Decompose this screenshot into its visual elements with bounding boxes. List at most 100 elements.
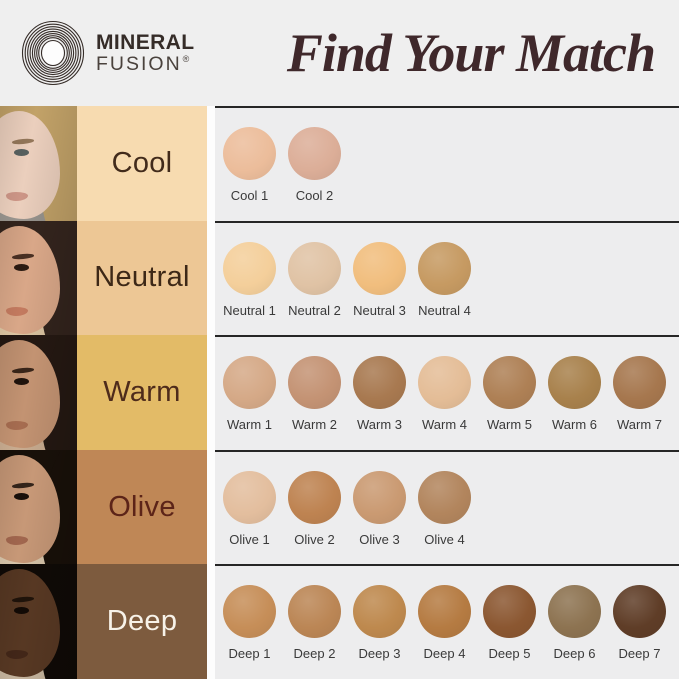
swatch-circle bbox=[288, 127, 341, 180]
swatch-name: Cool 2 bbox=[295, 188, 334, 203]
shade-rows: Cool Cool 1 Cool 2 bbox=[0, 106, 679, 679]
swatch-name: Neutral 3 bbox=[353, 302, 406, 318]
column-divider bbox=[207, 564, 215, 679]
model-photo-warm bbox=[0, 335, 77, 450]
photo-hair-shape bbox=[0, 106, 77, 134]
swatch-circle bbox=[353, 356, 406, 410]
model-photo-deep bbox=[0, 564, 77, 679]
photo-brow-shape bbox=[11, 596, 35, 603]
swatch-circle bbox=[613, 585, 666, 639]
swatch-name: Deep 3 bbox=[358, 646, 401, 662]
photo-lips-shape bbox=[6, 650, 28, 660]
photo-backdrop bbox=[0, 335, 77, 450]
logo-rings-icon bbox=[21, 20, 85, 86]
brand-name-line1: MINERAL bbox=[96, 30, 195, 54]
swatch-panel-olive: Olive 1 Olive 2 Olive 3 Olive 4 bbox=[215, 449, 679, 565]
swatch-deep-3: Deep 3 bbox=[347, 566, 412, 661]
photo-hair-shape bbox=[0, 449, 77, 478]
photo-hair-shape bbox=[32, 449, 77, 565]
swatch-name: Deep 7 bbox=[618, 646, 661, 662]
photo-hair-shape bbox=[32, 564, 77, 679]
swatch-name: Neutral 2 bbox=[288, 302, 341, 318]
tone-label-olive: Olive bbox=[77, 449, 207, 565]
photo-face-shape bbox=[0, 340, 60, 449]
swatch-warm-2: Warm 2 bbox=[282, 337, 347, 432]
photo-hair-shape bbox=[32, 335, 77, 450]
swatch-name: Olive 3 bbox=[359, 531, 400, 547]
swatch-deep-5: Deep 5 bbox=[477, 566, 542, 661]
header: MINERAL FUSION® Find Your Match bbox=[0, 0, 679, 106]
photo-eye-shape bbox=[14, 607, 29, 615]
swatch-name: Warm 7 bbox=[616, 417, 663, 433]
photo-hair-shape bbox=[0, 335, 77, 364]
swatch-name: Warm 5 bbox=[486, 417, 533, 433]
swatch-name: Warm 2 bbox=[291, 417, 338, 433]
photo-brow-shape bbox=[11, 138, 35, 145]
swatch-panel-neutral: Neutral 1 Neutral 2 Neutral 3 Neutral 4 bbox=[215, 220, 679, 336]
photo-eye-shape bbox=[14, 263, 29, 271]
swatch-circle bbox=[483, 585, 536, 639]
page-title: Find Your Match bbox=[286, 23, 656, 83]
tone-label-text: Warm bbox=[103, 375, 181, 408]
swatch-name: Cool 1 bbox=[230, 188, 269, 203]
tone-label-neutral: Neutral bbox=[77, 220, 207, 336]
model-photo-cool bbox=[0, 106, 77, 221]
photo-lips-shape bbox=[6, 421, 28, 431]
swatch-deep-6: Deep 6 bbox=[542, 566, 607, 661]
tone-label-deep: Deep bbox=[77, 564, 207, 679]
tone-label-text: Cool bbox=[111, 146, 173, 179]
photo-lips-shape bbox=[6, 192, 28, 201]
swatch-circle bbox=[418, 585, 471, 639]
swatch-circle bbox=[548, 356, 601, 410]
model-photo-neutral bbox=[0, 220, 77, 336]
photo-lips-shape bbox=[6, 535, 28, 545]
shade-row-olive: Olive Olive 1 Olive 2 Olive 3 Ol bbox=[0, 449, 679, 565]
swatch-warm-3: Warm 3 bbox=[347, 337, 412, 432]
swatch-warm-4: Warm 4 bbox=[412, 337, 477, 432]
swatch-name: Neutral 1 bbox=[223, 302, 276, 318]
swatch-cool-1: Cool 1 bbox=[217, 108, 282, 203]
shade-row-neutral: Neutral Neutral 1 Neutral 2 Neutral 3 bbox=[0, 220, 679, 336]
swatch-cool-2: Cool 2 bbox=[282, 108, 347, 203]
swatch-circle bbox=[288, 470, 341, 524]
photo-face-shape bbox=[0, 569, 60, 678]
swatch-name: Olive 4 bbox=[424, 531, 465, 547]
swatch-deep-2: Deep 2 bbox=[282, 566, 347, 661]
tone-label-warm: Warm bbox=[77, 335, 207, 450]
swatch-circle bbox=[418, 470, 471, 524]
photo-backdrop bbox=[0, 449, 77, 565]
photo-brow-shape bbox=[11, 367, 35, 374]
photo-eye-shape bbox=[14, 492, 29, 500]
photo-brow-shape bbox=[11, 252, 35, 260]
swatch-circle bbox=[223, 241, 276, 295]
swatch-name: Warm 3 bbox=[356, 417, 403, 433]
swatch-circle bbox=[483, 356, 536, 410]
photo-backdrop bbox=[0, 220, 77, 336]
swatch-warm-5: Warm 5 bbox=[477, 337, 542, 432]
swatch-circle bbox=[223, 585, 276, 639]
swatch-panel-deep: Deep 1 Deep 2 Deep 3 Deep 4 Deep 5 bbox=[215, 564, 679, 679]
swatch-deep-4: Deep 4 bbox=[412, 566, 477, 661]
swatch-name: Warm 6 bbox=[551, 417, 598, 433]
column-divider bbox=[207, 449, 215, 565]
swatch-name: Deep 6 bbox=[553, 646, 596, 662]
photo-backdrop bbox=[0, 106, 77, 221]
swatch-olive-3: Olive 3 bbox=[347, 452, 412, 547]
swatch-olive-2: Olive 2 bbox=[282, 452, 347, 547]
swatch-circle bbox=[353, 241, 406, 295]
column-divider bbox=[207, 220, 215, 336]
swatch-name: Warm 1 bbox=[226, 417, 273, 433]
tone-label-text: Neutral bbox=[94, 261, 190, 294]
photo-face-shape bbox=[0, 454, 60, 563]
swatch-circle bbox=[223, 127, 276, 180]
swatch-circle bbox=[353, 585, 406, 639]
registered-trademark: ® bbox=[182, 54, 190, 65]
swatch-circle bbox=[353, 470, 406, 524]
photo-brow-shape bbox=[11, 481, 35, 489]
swatch-name: Olive 2 bbox=[294, 531, 335, 547]
tone-label-text: Deep bbox=[106, 605, 178, 638]
column-divider bbox=[207, 335, 215, 450]
swatch-deep-1: Deep 1 bbox=[217, 566, 282, 661]
swatch-olive-4: Olive 4 bbox=[412, 452, 477, 547]
